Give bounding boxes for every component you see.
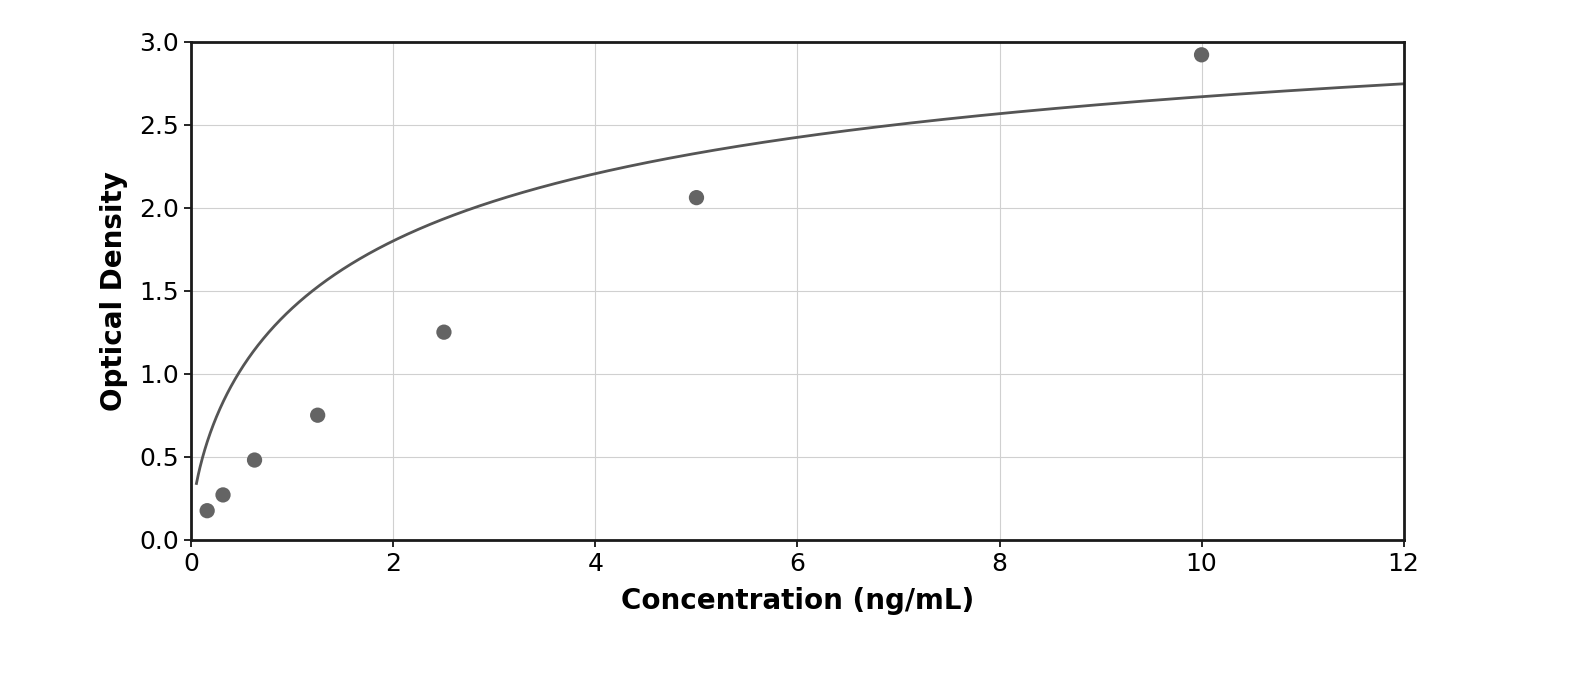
Point bbox=[195, 505, 220, 516]
Point bbox=[211, 489, 236, 500]
X-axis label: Concentration (ng/mL): Concentration (ng/mL) bbox=[620, 588, 975, 615]
Point bbox=[242, 455, 268, 466]
Point bbox=[684, 192, 710, 203]
Point bbox=[431, 327, 456, 338]
Point bbox=[305, 410, 330, 421]
Y-axis label: Optical Density: Optical Density bbox=[100, 171, 128, 410]
Point bbox=[1188, 49, 1214, 60]
